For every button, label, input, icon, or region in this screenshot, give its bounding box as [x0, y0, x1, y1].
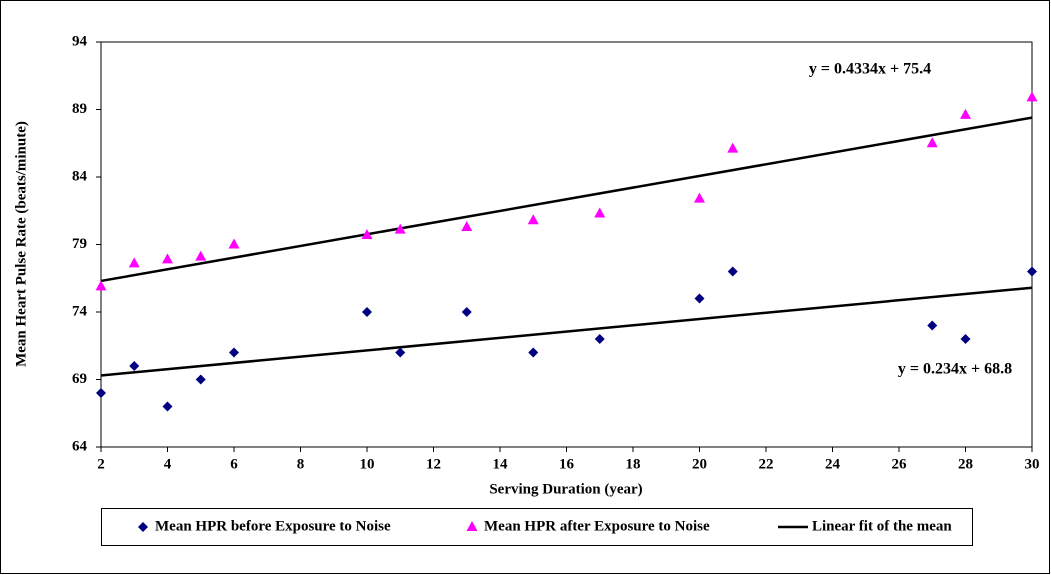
x-tick-label: 30 — [1025, 456, 1040, 472]
y-tick-label: 89 — [72, 101, 87, 117]
point — [1026, 91, 1038, 102]
legend-marker — [466, 521, 478, 531]
y-tick-label: 64 — [72, 438, 88, 454]
legend-label: Mean HPR before Exposure to Noise — [155, 518, 391, 534]
x-axis-title: Serving Duration (year) — [489, 481, 642, 497]
point — [361, 229, 373, 240]
point — [228, 238, 240, 249]
point — [162, 401, 173, 412]
point — [594, 207, 606, 218]
x-tick-label: 16 — [559, 456, 575, 472]
point — [128, 257, 140, 268]
x-tick-label: 28 — [958, 456, 973, 472]
point — [461, 220, 473, 231]
point — [96, 388, 106, 398]
x-tick-label: 2 — [97, 456, 105, 472]
x-tick-label: 6 — [230, 456, 238, 472]
x-tick-label: 4 — [164, 456, 172, 472]
x-tick-label: 26 — [892, 456, 908, 472]
y-tick-label: 84 — [72, 168, 88, 184]
x-tick-label: 20 — [692, 456, 707, 472]
legend-label: Linear fit of the mean — [812, 518, 952, 534]
point — [960, 334, 971, 344]
fit-equation: y = 0.4334x + 75.4 — [809, 61, 931, 78]
point — [694, 192, 705, 203]
y-axis-title: Mean Heart Pulse Rate (beats/minute) — [13, 121, 29, 367]
x-tick-label: 10 — [360, 456, 375, 472]
legend-box — [101, 508, 973, 546]
point — [694, 293, 705, 304]
point — [195, 374, 206, 385]
x-tick-label: 12 — [426, 456, 441, 472]
point — [927, 320, 938, 331]
point — [129, 361, 140, 371]
y-tick-label: 94 — [72, 33, 88, 49]
point — [162, 253, 173, 264]
point — [395, 347, 406, 358]
fit-line — [100, 116, 1033, 283]
point — [461, 307, 472, 317]
legend-label: Mean HPR after Exposure to Noise — [484, 518, 710, 534]
fit-equation: y = 0.234x + 68.8 — [898, 361, 1012, 378]
point — [527, 214, 539, 225]
x-tick-label: 8 — [297, 456, 305, 472]
y-tick-label: 79 — [72, 236, 87, 252]
point — [528, 347, 539, 358]
point — [394, 223, 406, 234]
point — [926, 137, 938, 148]
y-tick-label: 74 — [72, 303, 88, 319]
point — [1027, 266, 1037, 277]
point — [727, 142, 739, 153]
legend-marker — [138, 522, 148, 532]
point — [960, 108, 971, 119]
y-tick-label: 69 — [72, 371, 87, 387]
point — [195, 250, 207, 261]
x-tick-label: 18 — [626, 456, 641, 472]
point — [229, 347, 239, 358]
x-tick-label: 24 — [825, 456, 841, 472]
point — [594, 334, 605, 344]
x-tick-label: 14 — [493, 456, 509, 472]
point — [727, 266, 738, 277]
point — [362, 307, 372, 317]
point — [95, 280, 107, 291]
fit-line — [100, 286, 1033, 377]
x-tick-label: 22 — [759, 456, 774, 472]
